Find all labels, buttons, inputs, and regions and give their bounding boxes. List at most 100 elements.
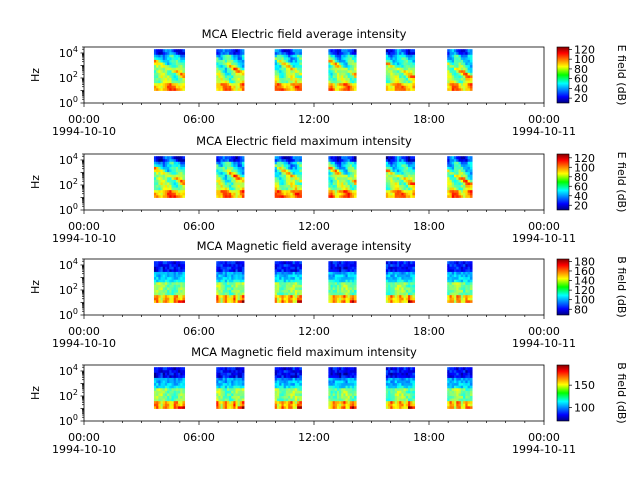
spectrogram-cell — [447, 54, 450, 58]
spectrogram-cell — [175, 292, 179, 296]
spectrogram-cell — [341, 179, 344, 183]
spectrogram-cell — [160, 369, 164, 373]
spectrogram-cell — [463, 62, 466, 66]
spectrogram-cell — [274, 80, 278, 84]
spectrogram-cell — [349, 276, 353, 280]
spectrogram-cell — [178, 163, 181, 167]
spectrogram-cell — [180, 266, 183, 270]
spectrogram-cell — [162, 187, 166, 191]
spectrogram-cell — [237, 51, 241, 55]
spectrogram-cell — [153, 176, 157, 180]
spectrogram-cell — [297, 182, 300, 185]
colorbar — [556, 46, 570, 104]
spectrogram-cell — [160, 166, 164, 170]
spectrogram-cell — [330, 64, 334, 68]
spectrogram-cell — [276, 59, 280, 63]
spectrogram-cell — [235, 284, 239, 288]
spectrogram-cell — [175, 166, 179, 170]
spectrogram-cell — [237, 268, 241, 272]
spectrogram-cell — [345, 263, 349, 267]
spectrogram-cell — [235, 51, 239, 55]
spectrogram-cell — [153, 390, 157, 394]
spectrogram-cell — [403, 82, 407, 86]
spectrogram-cell — [454, 171, 457, 175]
spectrogram-cell — [341, 405, 344, 409]
spectrogram-cell — [394, 403, 398, 407]
spectrogram-cell — [297, 163, 300, 167]
spectrogram-cell — [339, 158, 342, 162]
spectrogram-cell — [332, 292, 336, 296]
spectrogram-cell — [330, 87, 334, 91]
spectrogram-cell — [343, 297, 346, 301]
spectrogram-cell — [451, 268, 455, 272]
spectrogram-cell — [451, 194, 455, 198]
spectrogram-cell — [341, 85, 344, 89]
spectrogram-cell — [328, 67, 331, 71]
x-tick-time: 00:00 — [528, 325, 560, 338]
spectrogram-cell — [220, 405, 224, 409]
spectrogram-cell — [407, 176, 411, 180]
spectrogram-cell — [224, 276, 228, 280]
spectrogram-cell — [297, 369, 300, 373]
spectrogram-cell — [294, 187, 298, 191]
spectrogram-cell — [156, 261, 159, 265]
spectrogram-cell — [339, 400, 342, 404]
spectrogram-cell — [297, 289, 300, 293]
spectrogram-cell — [294, 158, 298, 162]
spectrogram-cell — [158, 263, 161, 267]
spectrogram-cell — [279, 380, 282, 384]
spectrogram-cell — [231, 59, 234, 63]
spectrogram-cell — [463, 75, 466, 78]
spectrogram-cell — [226, 169, 230, 173]
spectrogram-cell — [347, 56, 351, 60]
spectrogram-cell — [328, 403, 331, 407]
spectrogram-cell — [345, 163, 349, 167]
spectrogram-cell — [162, 56, 166, 60]
spectrogram-cell — [332, 87, 336, 91]
spectrogram-cell — [276, 80, 280, 84]
spectrogram-cell — [229, 382, 232, 386]
spectrogram-cell — [390, 274, 393, 278]
spectrogram-cell — [412, 289, 416, 293]
spectrogram-cell — [164, 49, 168, 53]
spectrogram-cell — [412, 385, 416, 389]
spectrogram-cell — [405, 189, 409, 193]
spectrogram-cell — [167, 367, 170, 371]
spectrogram-cell — [456, 82, 459, 86]
spectrogram-cell — [297, 380, 300, 384]
spectrogram-cell — [454, 174, 457, 178]
spectrogram-cell — [173, 179, 177, 183]
spectrogram-cell — [285, 56, 289, 60]
spectrogram-cell — [388, 192, 391, 196]
spectrogram-cell — [343, 192, 346, 196]
spectrogram-cell — [169, 387, 172, 391]
spectrogram-cell — [162, 266, 166, 270]
spectrogram-cell — [164, 51, 168, 55]
spectrogram-cell — [290, 292, 293, 296]
spectrogram-cell — [169, 385, 172, 389]
spectrogram-cell — [216, 405, 219, 409]
spectrogram-cell — [220, 51, 224, 55]
spectrogram-cell — [218, 390, 221, 394]
spectrogram-cell — [297, 279, 300, 283]
spectrogram-cell — [403, 169, 407, 173]
spectrogram-cell — [401, 179, 404, 183]
spectrogram-cell — [332, 69, 336, 73]
spectrogram-cell — [222, 287, 226, 290]
spectrogram-cell — [274, 374, 278, 378]
spectrogram-cell — [412, 367, 416, 371]
spectrogram-cell — [385, 171, 389, 175]
spectrogram-cell — [164, 287, 168, 290]
spectrogram-cell — [451, 289, 455, 293]
spectrogram-cell — [156, 279, 159, 283]
spectrogram-cell — [336, 374, 340, 378]
colorbar-tick-label: 80 — [574, 63, 588, 76]
spectrogram-cell — [392, 87, 396, 91]
spectrogram-cell — [292, 380, 296, 384]
spectrogram-cell — [405, 69, 409, 73]
spectrogram-cell — [169, 374, 172, 378]
spectrogram-cell — [467, 156, 471, 160]
spectrogram-cell — [292, 274, 296, 278]
spectrogram-cell — [341, 374, 344, 378]
spectrogram-cell — [392, 176, 396, 180]
